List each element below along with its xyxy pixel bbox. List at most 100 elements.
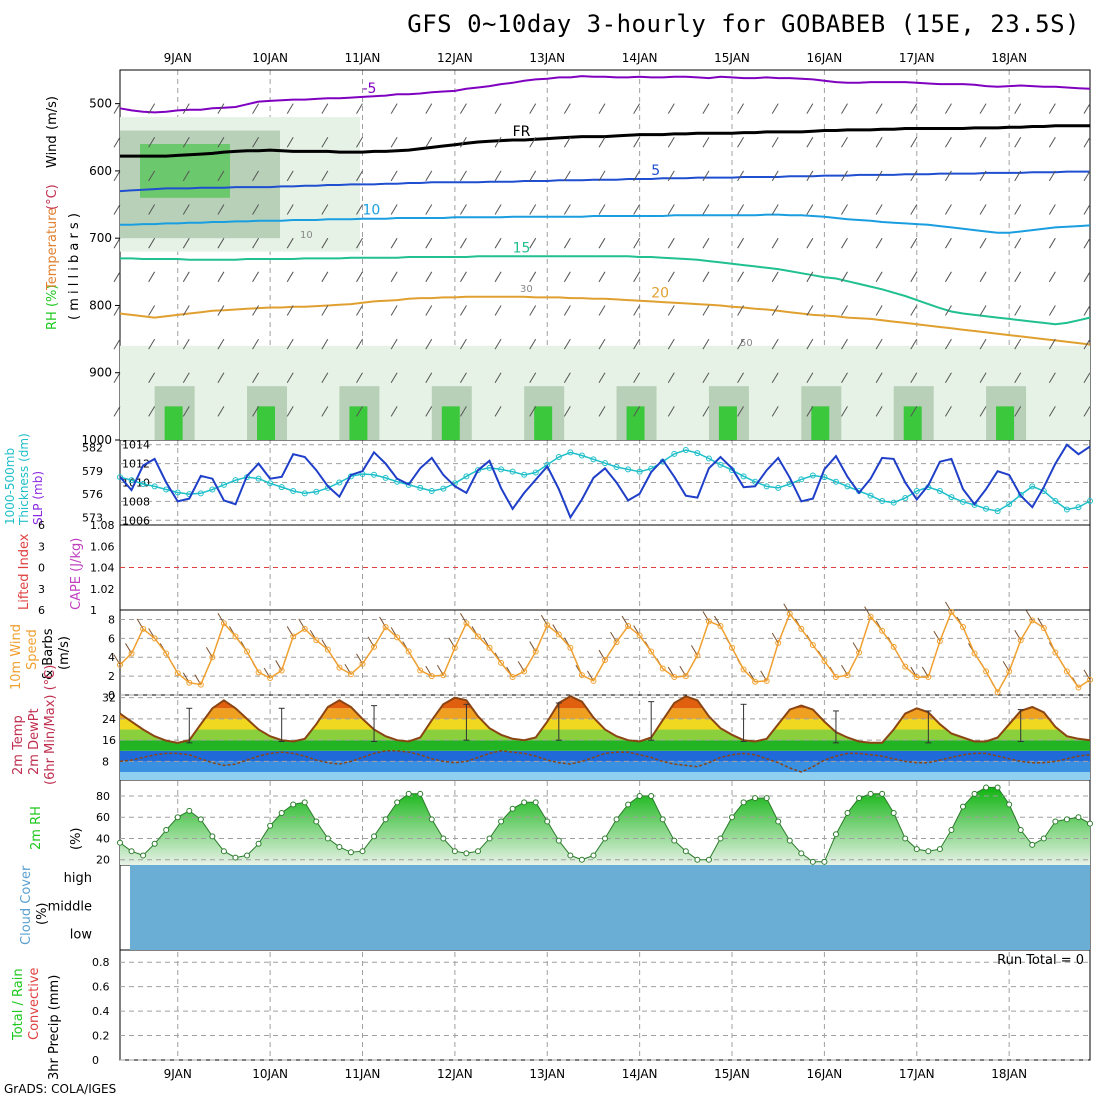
wind-barb [841, 103, 848, 114]
thickness-point [347, 473, 354, 480]
wind-barb [841, 271, 848, 283]
wind-speed-point [382, 624, 389, 630]
y-tick-label: 40 [96, 832, 110, 845]
rh-contour-label: 10 [300, 230, 313, 241]
wind-speed-point [578, 672, 585, 679]
wind-barb [252, 237, 260, 249]
wind-barb [182, 338, 190, 350]
wind-barb [702, 406, 710, 417]
wind-speed-point [140, 625, 147, 632]
wind-barb [1083, 305, 1091, 316]
cape-tick-label: 1.04 [90, 562, 115, 575]
cloud-level-label: high [64, 871, 92, 886]
wind-barb [1014, 406, 1022, 417]
cloud-fill [130, 865, 1090, 950]
day-label-bottom: 12JAN [437, 1067, 473, 1081]
wind-barb [944, 137, 952, 148]
y-tick-label: 4 [108, 651, 115, 664]
wind-speed-point [128, 650, 135, 657]
wind-barb [737, 406, 745, 417]
rh-point [821, 858, 828, 865]
wind-barb [252, 338, 260, 350]
wind-barb [1083, 103, 1091, 114]
wind-barb [356, 271, 363, 283]
wind-barb [529, 237, 537, 249]
thickness-point [440, 485, 447, 492]
wind-barb [113, 103, 121, 114]
wind-barb [667, 170, 675, 182]
wind-barb [390, 305, 398, 316]
isotherm-label: 5 [651, 163, 660, 179]
rh-shading-region [626, 406, 645, 440]
rh-point [336, 843, 343, 850]
wind-speed-point [959, 624, 966, 630]
rh-shading-region [996, 406, 1015, 440]
wind-barb [702, 372, 710, 383]
wind-barb [286, 237, 294, 249]
ylabel-rh-unit: (%) [69, 828, 84, 851]
rh-shading-region [534, 406, 553, 440]
wind-barb [979, 271, 987, 283]
thickness-point [1063, 506, 1070, 513]
wind-barb [459, 204, 467, 215]
isotherm-line [119, 75, 1091, 114]
wind-barb [875, 271, 883, 283]
wind-barb [702, 103, 710, 114]
wind-barb [806, 170, 814, 182]
wind-barb [944, 338, 952, 350]
wind-barb [321, 338, 329, 350]
rh-point [486, 835, 493, 842]
wind-speed-point [879, 627, 886, 634]
wind-barb [390, 237, 398, 249]
wind-barb [425, 271, 433, 283]
day-label-top: 10JAN [252, 51, 288, 65]
rh-area [120, 787, 1090, 865]
rh-point [197, 816, 204, 823]
rh-point [625, 801, 632, 808]
wind-speed-point [347, 671, 354, 678]
wind-barb [979, 237, 987, 249]
ylabel-2mdewpt: 2m DewPt [27, 708, 42, 775]
thickness-point [197, 490, 204, 497]
li-tick-label: 6 [38, 604, 45, 617]
wind-barb [459, 338, 467, 350]
ylabel-speed: Speed [25, 629, 40, 670]
cloud-level-label: middle [48, 899, 92, 914]
thickness-point [117, 474, 123, 481]
wind-barb [425, 237, 433, 249]
wind-barb [667, 237, 675, 249]
li-tick-label: 3 [38, 540, 45, 553]
right-tick-label: 1008 [122, 495, 150, 508]
isotherm-line [120, 255, 1091, 326]
wind-barb [910, 338, 918, 350]
wind-barb [737, 170, 745, 182]
wind-barb [667, 406, 675, 417]
ylabel-rh: RH (%) [45, 285, 60, 330]
wind-barb [771, 305, 779, 316]
wind-barb [321, 305, 329, 316]
y-tick-label: 60 [96, 811, 110, 824]
rh-point [498, 818, 505, 825]
rh-point [832, 831, 839, 838]
day-label-top: 12JAN [437, 51, 473, 65]
wind-speed-point [1029, 617, 1036, 624]
wind-speed-point [1017, 637, 1024, 644]
wind-speed-point [359, 660, 366, 667]
thickness-point [428, 488, 435, 494]
upper-ylabel-mb: ( m i l l i b a r s ) [67, 213, 82, 320]
wind-barb [702, 611, 710, 622]
wind-barb [633, 406, 641, 417]
right-tick-label: 1006 [122, 514, 150, 527]
wind-barb [321, 103, 329, 114]
thickness-point [267, 480, 274, 487]
wind-barb [910, 372, 918, 383]
rh-point [278, 809, 285, 816]
rh-point [959, 803, 966, 810]
wind-barb [494, 204, 502, 215]
rh-point [232, 854, 239, 861]
wind-barb [263, 667, 271, 679]
rh-point [174, 814, 181, 821]
wind-barb [1048, 237, 1056, 249]
wind-barb [182, 137, 190, 148]
